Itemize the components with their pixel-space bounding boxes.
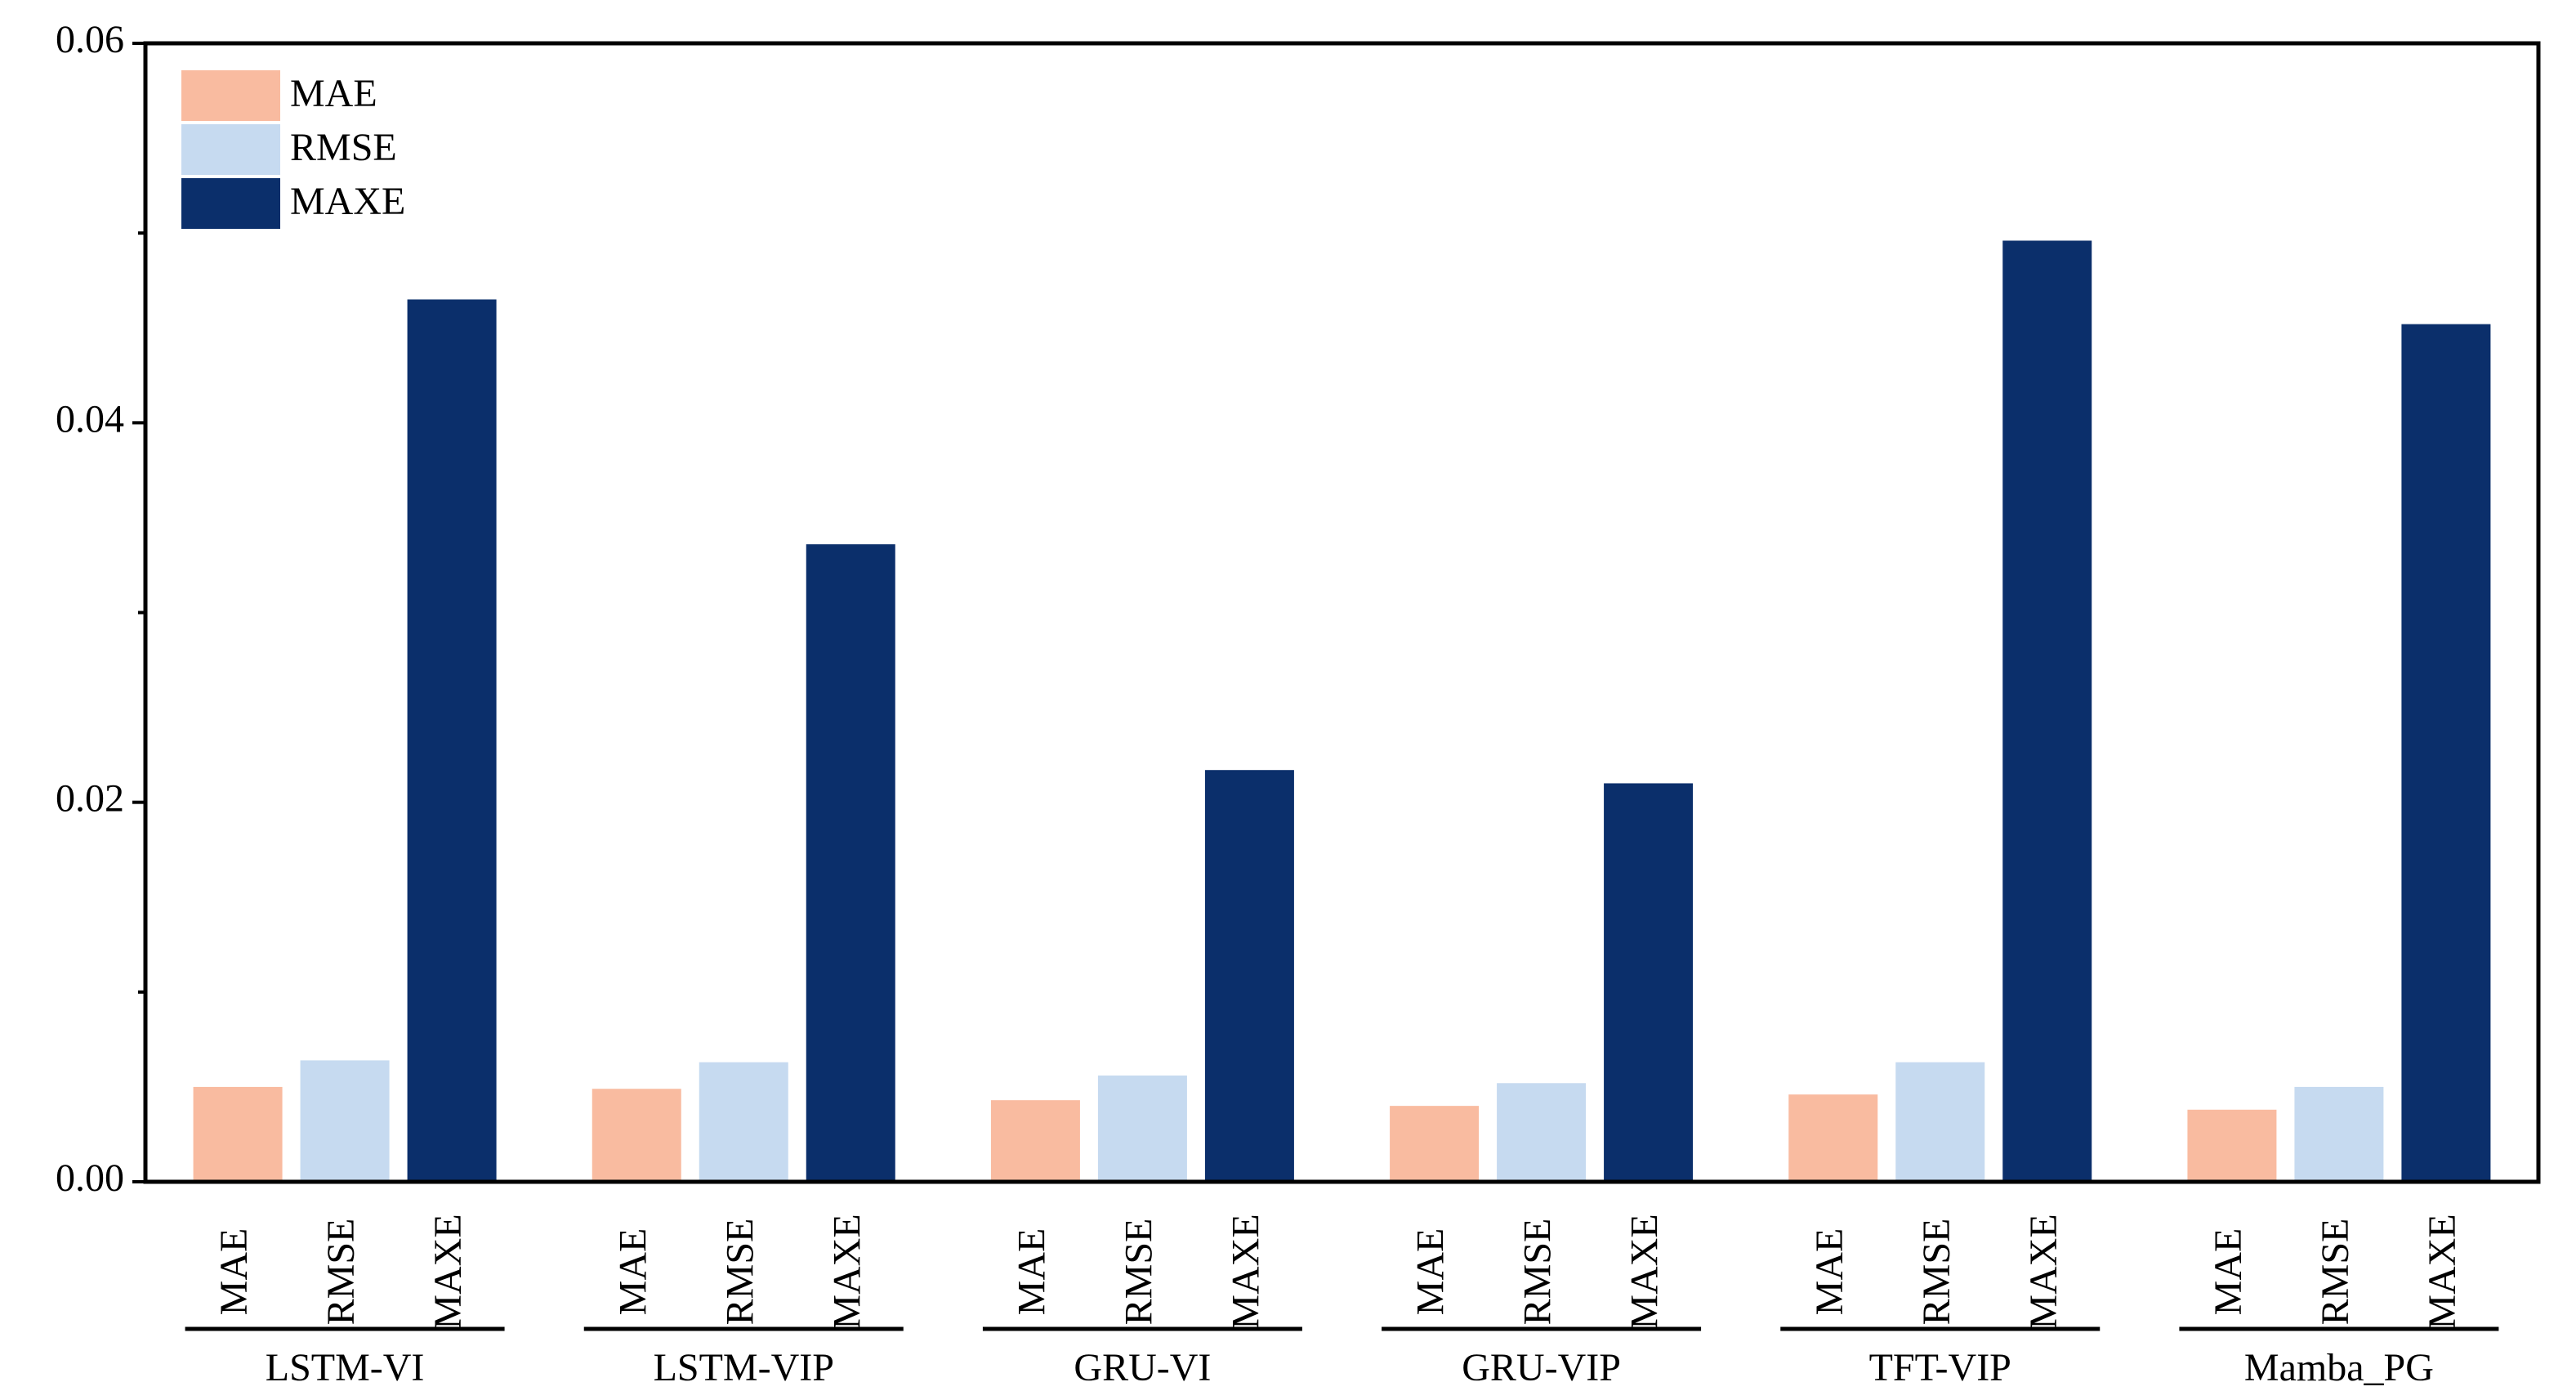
bar (1497, 1083, 1587, 1182)
x-sub-label: MAE (1409, 1228, 1453, 1316)
x-sub-label: MAE (1808, 1228, 1851, 1316)
x-sub-label: MAXE (2022, 1214, 2065, 1329)
x-tick-label: Mamba_PG (2244, 1346, 2434, 1389)
x-sub-label: RMSE (718, 1219, 761, 1326)
x-sub-label: RMSE (1117, 1219, 1160, 1326)
x-sub-label: RMSE (319, 1219, 363, 1326)
bar (300, 1060, 390, 1182)
legend-swatch (181, 70, 280, 121)
legend-label: MAXE (290, 180, 405, 223)
bar (2294, 1086, 2384, 1182)
x-sub-label: MAE (2207, 1228, 2250, 1316)
legend-label: MAE (290, 72, 377, 115)
bar (2401, 324, 2491, 1182)
y-tick-label: 0.00 (56, 1156, 124, 1200)
y-tick-label: 0.06 (56, 18, 124, 61)
x-sub-label: RMSE (2314, 1219, 2357, 1326)
x-sub-label: RMSE (1516, 1219, 1560, 1326)
bar (1788, 1094, 1878, 1182)
x-sub-label: MAXE (2421, 1214, 2464, 1329)
bar (699, 1062, 788, 1182)
y-tick-label: 0.04 (56, 397, 124, 441)
y-tick-label: 0.02 (56, 777, 124, 821)
x-sub-label: MAXE (1224, 1214, 1267, 1329)
bar (1204, 770, 1294, 1182)
bar (193, 1086, 283, 1182)
x-sub-label: MAE (212, 1228, 256, 1316)
bar (2187, 1109, 2277, 1182)
x-tick-label: LSTM-VIP (654, 1346, 834, 1389)
x-sub-label: MAXE (825, 1214, 868, 1329)
bar (1604, 783, 1694, 1182)
legend-swatch (181, 124, 280, 175)
bar (2002, 240, 2092, 1182)
x-sub-label: MAXE (426, 1214, 470, 1329)
bar (806, 543, 895, 1182)
x-tick-label: LSTM-VI (266, 1346, 425, 1389)
legend-swatch (181, 178, 280, 229)
bar (592, 1089, 681, 1182)
x-tick-label: GRU-VIP (1462, 1346, 1621, 1389)
legend-label: RMSE (290, 126, 397, 169)
bar (1390, 1106, 1480, 1182)
x-tick-label: GRU-VI (1074, 1346, 1211, 1389)
x-sub-label: MAE (1010, 1228, 1053, 1316)
bar (1097, 1075, 1187, 1182)
x-sub-label: MAXE (1623, 1214, 1667, 1329)
bar (990, 1100, 1080, 1182)
x-sub-label: MAE (611, 1228, 654, 1316)
plot-frame (143, 41, 2541, 1184)
bar (1895, 1062, 1985, 1182)
x-sub-label: RMSE (1915, 1219, 1958, 1326)
x-tick-label: TFT-VIP (1869, 1346, 2011, 1389)
bar (407, 299, 497, 1182)
